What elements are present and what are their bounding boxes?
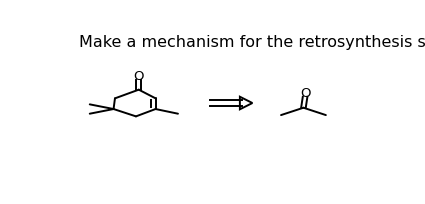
Text: O: O (133, 70, 144, 83)
Text: O: O (300, 87, 310, 100)
Text: Make a mechanism for the retrosynthesis shown below: Make a mechanism for the retrosynthesis … (79, 35, 425, 50)
Polygon shape (240, 97, 252, 109)
